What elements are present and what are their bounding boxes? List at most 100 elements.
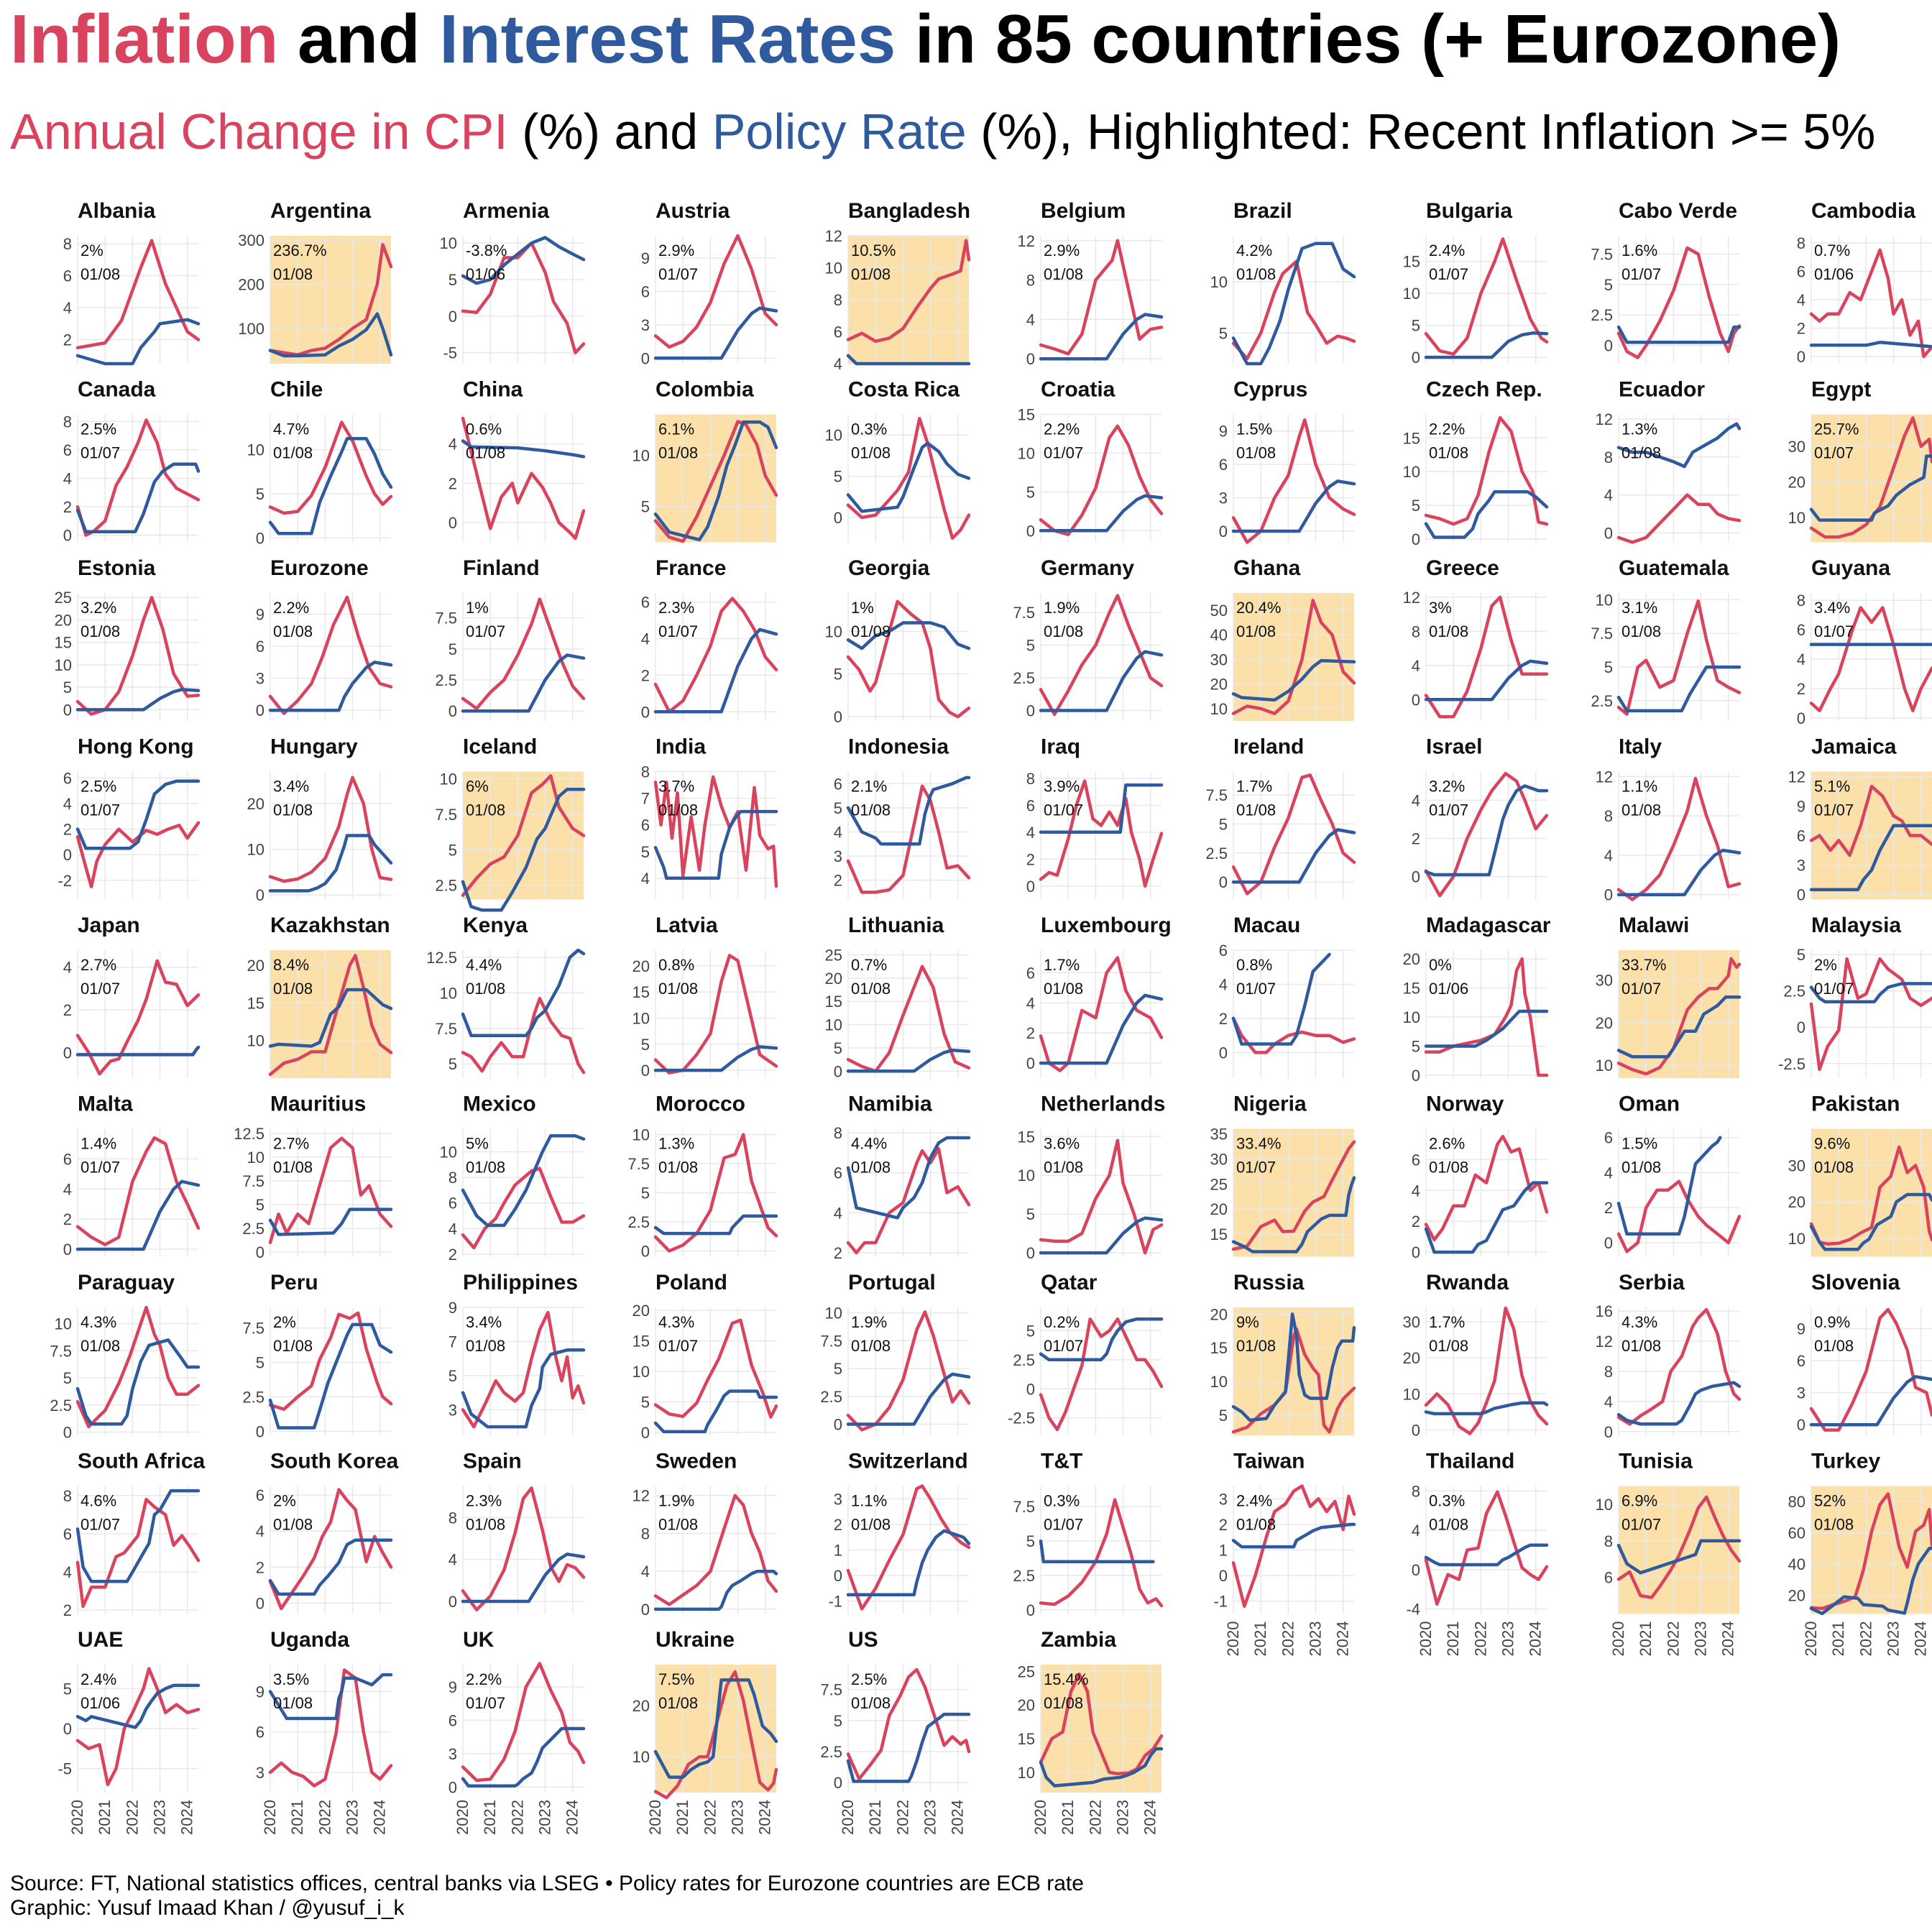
y-tick-label: 10: [247, 1149, 264, 1167]
y-tick-label: 2: [448, 1246, 457, 1264]
footer-credit: Graphic: Yusuf Imaad Khan / @yusuf_i_k: [10, 1896, 405, 1920]
latest-date-label: 01/08: [851, 1337, 891, 1355]
latest-inflation-label: 4.3%: [658, 1313, 694, 1331]
y-tick-label: 9: [1797, 1320, 1806, 1338]
y-tick-label: 2: [63, 498, 72, 516]
panel-country-name: Portugal: [848, 1271, 936, 1294]
panel-cyprus: Cyprus 0 3 6 9 1.5% 01/08: [1219, 378, 1356, 544]
latest-date-label: 01/08: [658, 980, 698, 998]
y-tick-label: 5: [448, 841, 457, 859]
panel-country-name: Namibia: [848, 1092, 932, 1116]
latest-date-label: 01/08: [1044, 980, 1083, 998]
y-tick-label: 4: [834, 1204, 842, 1222]
latest-inflation-label: 1.7%: [1236, 778, 1272, 796]
y-tick-label: 10: [55, 1315, 72, 1333]
y-tick-label: 4: [448, 436, 457, 454]
policy-rate-line: [1231, 828, 1356, 884]
panel-country-name: Cabo Verde: [1619, 199, 1737, 223]
x-tick-label: 2021: [1829, 1622, 1847, 1657]
policy-rate-line: [653, 420, 778, 542]
latest-date-label: 01/08: [466, 1516, 505, 1534]
panel-serbia: Serbia 0 4 8 12 16 4.3% 01/08: [1596, 1271, 1742, 1441]
inflation-line: [1809, 1307, 1932, 1432]
policy-rate-line: [1809, 454, 1932, 522]
latest-date-label: 01/08: [273, 1516, 313, 1534]
panel-country-name: Malaysia: [1811, 914, 1901, 937]
panel-finland: Finland 0 2.5 5 7.5 1% 01/07: [435, 556, 586, 721]
x-tick-label: 2022: [701, 1800, 719, 1835]
panel-kenya: Kenya 5 7.5 10 12.5 4.4% 01/08: [426, 914, 586, 1078]
x-tick-label: 2024: [1527, 1622, 1545, 1657]
latest-date-label: 01/08: [80, 265, 120, 283]
latest-inflation-label: -3.8%: [466, 242, 507, 259]
panel-country-name: Guatemala: [1619, 556, 1729, 580]
y-tick-label: 10: [55, 656, 72, 674]
policy-rate-line: [846, 1136, 971, 1220]
x-tick-label: 2020: [646, 1800, 664, 1835]
title-rest: in 85 countries (+ Eurozone): [896, 1, 1841, 78]
latest-date-label: 01/08: [273, 1159, 313, 1177]
latest-date-label: 01/08: [1429, 1516, 1468, 1534]
y-tick-label: 0: [1026, 522, 1035, 540]
latest-inflation-label: 2.4%: [1429, 242, 1465, 259]
panel-country-name: Iraq: [1041, 735, 1080, 759]
panel-germany: Germany 0 2.5 5 7.5 1.9% 01/08: [1013, 556, 1164, 721]
latest-inflation-label: 3.9%: [1044, 778, 1080, 796]
policy-rate-line: [846, 441, 971, 513]
latest-inflation-label: 1.9%: [851, 1313, 887, 1331]
y-tick-label: 5: [834, 1712, 842, 1730]
inflation-line: [1231, 1016, 1356, 1054]
y-tick-label: 4: [1219, 975, 1228, 993]
policy-rate-line: [1231, 952, 1331, 1046]
panel-country-name: Slovenia: [1811, 1271, 1900, 1294]
panel-country-name: South Korea: [270, 1450, 399, 1473]
y-tick-label: 2: [834, 872, 842, 890]
y-tick-label: 10: [1788, 1230, 1806, 1248]
y-tick-label: 0: [1219, 1567, 1228, 1585]
latest-date-label: 01/08: [1236, 265, 1276, 283]
latest-date-label: 01/07: [1044, 801, 1083, 819]
y-tick-label: 5: [63, 1369, 72, 1387]
y-tick-label: 35: [1210, 1125, 1228, 1143]
y-tick-label: 2.5: [820, 1388, 842, 1406]
panel-norway: Norway 0 2 4 6 2.6% 01/08: [1412, 1092, 1549, 1261]
policy-rate-line: [1039, 650, 1164, 712]
y-tick-label: 7.5: [1591, 625, 1613, 643]
inflation-line: [846, 784, 971, 894]
latest-date-label: 01/08: [851, 801, 891, 819]
y-tick-label: 4: [1412, 1182, 1420, 1200]
x-tick-label: 2024: [371, 1800, 389, 1835]
panel-france: France 0 2 4 6 2.3% 01/07: [641, 556, 778, 721]
policy-rate-line: [268, 834, 393, 893]
policy-rate-line: [1231, 242, 1356, 366]
x-tick-label: 2023: [536, 1800, 554, 1835]
y-tick-label: 8: [1026, 272, 1035, 290]
x-tick-label: 2022: [508, 1800, 526, 1835]
y-tick-label: 5: [63, 678, 72, 696]
x-tick-label: 2021: [1059, 1800, 1077, 1835]
y-tick-label: 10: [632, 1748, 650, 1766]
y-tick-label: 0: [1797, 1018, 1806, 1036]
inflation-line: [1616, 246, 1742, 359]
inflation-line: [461, 416, 586, 540]
y-tick-label: 5: [448, 1367, 457, 1385]
y-tick-label: 15: [1210, 1339, 1228, 1357]
latest-inflation-label: 1%: [851, 599, 874, 617]
y-tick-label: 6: [1604, 1129, 1613, 1147]
x-tick-label: 2023: [1114, 1800, 1132, 1835]
latest-date-label: 01/08: [1622, 1337, 1661, 1355]
panel-namibia: Namibia 2 4 6 8 4.4% 01/08: [834, 1092, 971, 1262]
x-tick-label: 2022: [123, 1800, 141, 1835]
y-tick-label: -2.5: [1778, 1055, 1806, 1073]
y-tick-label: 5: [1026, 1532, 1035, 1550]
inflation-line: [1616, 493, 1742, 544]
inflation-line: [461, 774, 586, 897]
latest-date-label: 01/07: [466, 1694, 505, 1712]
x-tick-label: 2022: [1664, 1622, 1682, 1657]
panel-country-name: Ghana: [1233, 556, 1301, 580]
latest-date-label: 01/08: [658, 444, 698, 462]
y-tick-label: 50: [1210, 602, 1228, 620]
y-tick-label: 4: [256, 1522, 264, 1540]
latest-date-label: 01/07: [1622, 265, 1661, 283]
y-tick-label: 4: [641, 1563, 650, 1581]
